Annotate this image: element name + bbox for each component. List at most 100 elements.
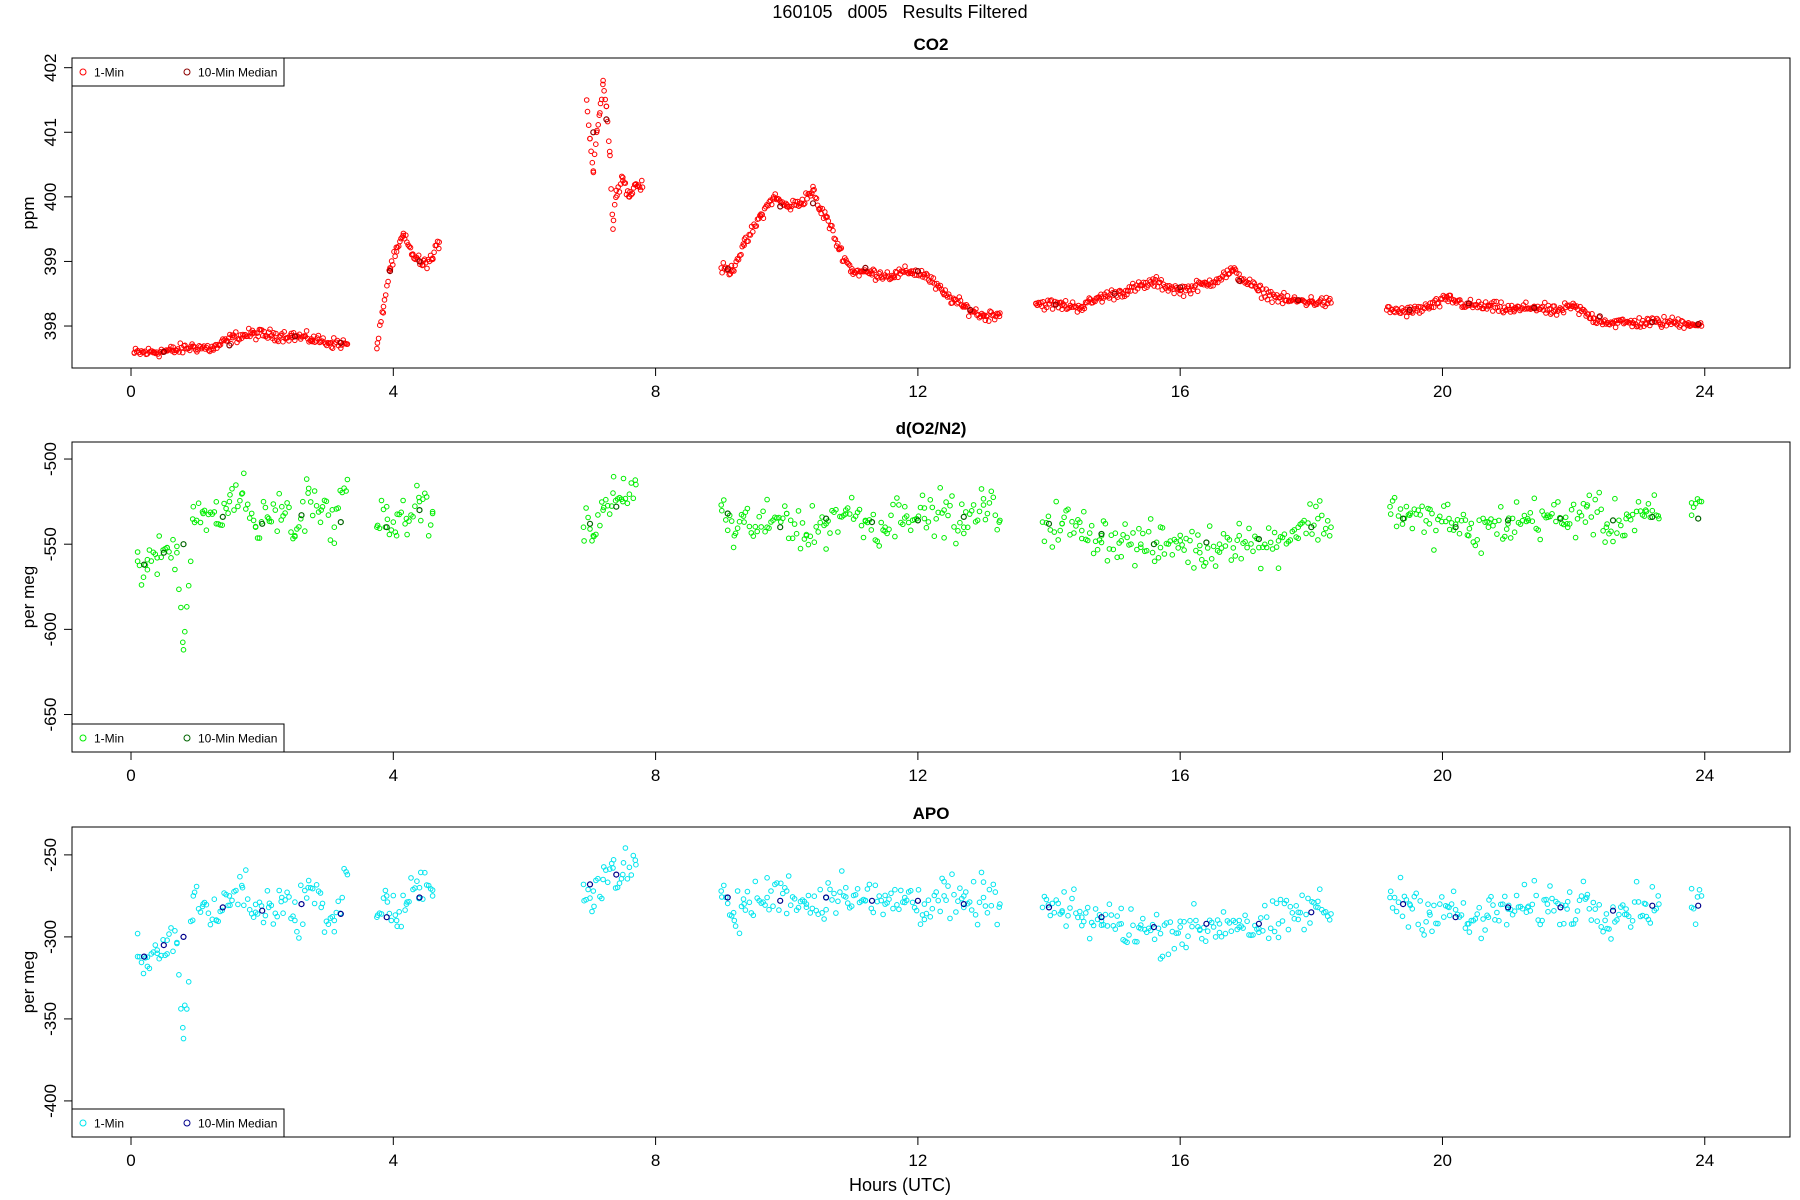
one-min-point: [1137, 282, 1143, 289]
median-point: [1236, 277, 1243, 284]
one-min-point: [383, 893, 390, 899]
one-min-point: [292, 899, 298, 905]
one-min-point: [793, 530, 800, 537]
one-min-point: [1521, 512, 1528, 519]
one-min-point: [1518, 306, 1524, 312]
one-min-point: [639, 177, 645, 184]
one-min-point: [384, 516, 391, 523]
one-min-point: [1236, 532, 1242, 539]
one-min-point: [584, 108, 591, 115]
one-min-point: [1244, 281, 1251, 288]
x-tick-label: 20: [1433, 766, 1452, 785]
one-min-point: [217, 341, 224, 348]
median-point: [383, 914, 390, 921]
one-min-point: [1193, 917, 1199, 924]
legend-marker-median: [183, 734, 191, 742]
one-min-point: [774, 880, 780, 886]
one-min-point: [1079, 303, 1085, 310]
one-min-point: [807, 193, 814, 199]
one-min-point: [951, 524, 957, 530]
median-point: [613, 503, 620, 510]
one-min-point: [1326, 533, 1333, 539]
one-min-point: [957, 885, 963, 892]
one-min-point: [1210, 543, 1217, 550]
one-min-point: [1387, 503, 1393, 510]
one-min-point: [878, 897, 885, 904]
one-min-point: [848, 903, 855, 910]
median-point: [259, 520, 266, 527]
median-point: [337, 518, 344, 526]
one-min-point: [1069, 299, 1076, 306]
one-min-point: [211, 509, 218, 515]
one-min-point: [197, 909, 204, 915]
one-min-point: [225, 510, 231, 517]
one-min-point: [375, 335, 382, 342]
one-min-point: [185, 979, 192, 985]
one-min-point: [235, 503, 241, 510]
one-min-point: [736, 930, 743, 937]
one-min-point: [1263, 544, 1270, 551]
one-min-point: [156, 533, 162, 539]
one-min-point: [227, 902, 233, 909]
one-min-point: [598, 96, 605, 103]
one-min-point: [292, 532, 298, 539]
x-tick-label: 12: [908, 382, 927, 401]
one-min-point: [902, 263, 908, 270]
one-min-point: [410, 252, 416, 258]
one-min-point: [610, 217, 617, 224]
one-min-point: [843, 884, 849, 891]
one-min-point: [1242, 912, 1248, 919]
one-min-point: [1620, 532, 1626, 539]
one-min-point: [1494, 531, 1500, 537]
one-min-point: [1476, 904, 1482, 911]
one-min-point: [620, 498, 626, 505]
one-min-point: [1039, 904, 1046, 911]
one-min-point: [300, 921, 306, 928]
one-min-point: [1225, 271, 1232, 278]
one-min-point: [1291, 527, 1298, 533]
one-min-point: [1130, 922, 1136, 929]
one-min-point: [1546, 306, 1553, 312]
one-min-point: [374, 345, 380, 352]
one-min-point: [1415, 921, 1421, 928]
one-min-point: [1429, 928, 1435, 935]
one-min-point: [1596, 489, 1602, 496]
one-min-point: [1140, 279, 1147, 286]
one-min-point: [817, 519, 824, 526]
one-min-point: [1474, 537, 1480, 543]
one-min-point: [917, 921, 924, 928]
one-min-point: [978, 869, 985, 876]
one-min-point: [1588, 514, 1595, 520]
one-min-point: [1555, 499, 1561, 505]
one-min-point: [1059, 909, 1065, 916]
one-min-point: [1685, 320, 1692, 326]
one-min-point: [237, 497, 243, 504]
one-min-point: [404, 531, 410, 538]
one-min-point: [1287, 903, 1294, 910]
one-min-point: [614, 192, 620, 199]
one-min-point: [215, 341, 221, 348]
one-min-point: [1303, 530, 1309, 537]
one-min-point: [248, 510, 255, 517]
one-min-point: [1696, 887, 1703, 893]
one-min-point: [392, 253, 398, 260]
one-min-point: [1580, 307, 1587, 313]
one-min-point: [381, 297, 388, 303]
one-min-point: [629, 190, 636, 197]
one-min-point: [620, 475, 627, 482]
one-min-point: [176, 586, 182, 593]
one-min-point: [331, 335, 337, 341]
one-min-point: [1269, 898, 1276, 904]
one-min-point: [176, 972, 182, 978]
one-min-point: [843, 511, 849, 517]
one-min-point: [1623, 906, 1629, 912]
one-min-point: [166, 931, 172, 937]
one-min-point: [286, 338, 292, 344]
one-min-point: [221, 337, 227, 344]
one-min-point: [382, 292, 389, 298]
one-min-point: [1491, 298, 1497, 305]
one-min-point: [1629, 511, 1636, 518]
median-point: [1098, 530, 1105, 538]
one-min-point: [252, 524, 259, 531]
one-min-point: [1642, 507, 1649, 513]
